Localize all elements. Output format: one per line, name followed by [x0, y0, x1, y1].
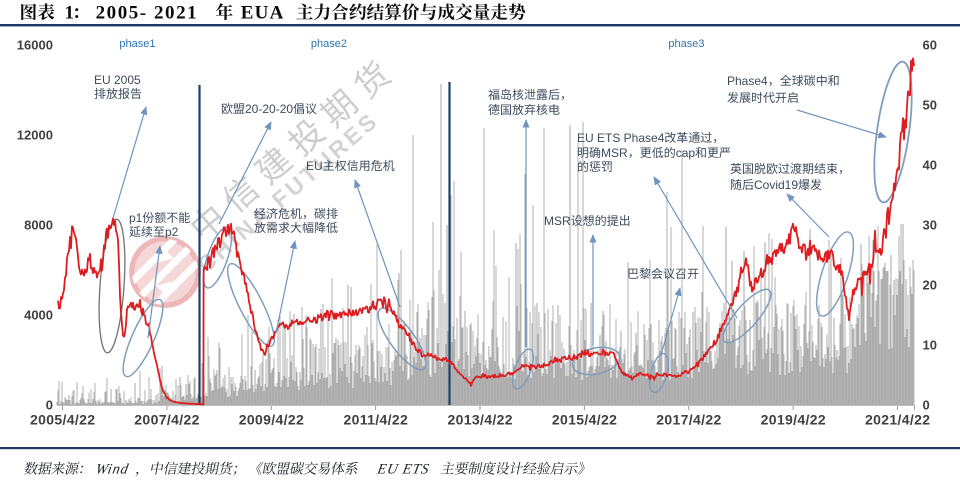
svg-text:2009/4/22: 2009/4/22 — [239, 412, 304, 428]
svg-text:1: 1 — [65, 3, 75, 24]
svg-text:30: 30 — [923, 218, 937, 233]
svg-text:4000: 4000 — [24, 308, 53, 323]
svg-text:60: 60 — [923, 38, 937, 53]
svg-text:phase2: phase2 — [311, 38, 347, 50]
svg-text:0: 0 — [46, 398, 53, 413]
svg-text:MSR: MSR — [544, 214, 571, 228]
svg-text:EU ETS: EU ETS — [375, 462, 431, 478]
svg-text:2005/4/22: 2005/4/22 — [30, 412, 95, 428]
svg-text:MSR: MSR — [601, 146, 628, 160]
svg-text:2011/4/22: 2011/4/22 — [344, 412, 409, 428]
svg-text:Wind: Wind — [94, 462, 130, 478]
svg-text:2019/4/22: 2019/4/22 — [761, 412, 826, 428]
svg-text:Covid19: Covid19 — [754, 178, 798, 192]
svg-text:p1: p1 — [129, 211, 143, 225]
svg-text:EUA: EUA — [241, 3, 285, 24]
svg-text:EU: EU — [306, 159, 323, 173]
svg-text:p2: p2 — [165, 225, 179, 239]
svg-text:2013/4/22: 2013/4/22 — [448, 412, 513, 428]
svg-text:2021/4/22: 2021/4/22 — [865, 412, 930, 428]
svg-text:2017/4/22: 2017/4/22 — [656, 412, 721, 428]
svg-text:20-20-20: 20-20-20 — [245, 102, 293, 116]
svg-text:EU 2005: EU 2005 — [94, 73, 141, 87]
svg-text:phase1: phase1 — [119, 38, 155, 50]
svg-text:cap: cap — [676, 146, 696, 160]
svg-text:10: 10 — [923, 338, 937, 353]
svg-text:EU ETS Phase4: EU ETS Phase4 — [577, 131, 665, 145]
svg-text:2015/4/22: 2015/4/22 — [552, 412, 617, 428]
svg-text:20: 20 — [923, 278, 937, 293]
svg-text:16000: 16000 — [17, 38, 53, 53]
svg-text:2005- 2021: 2005- 2021 — [96, 3, 199, 24]
svg-text:12000: 12000 — [17, 128, 53, 143]
svg-text:40: 40 — [923, 158, 937, 173]
svg-text:2007/4/22: 2007/4/22 — [134, 412, 199, 428]
svg-text:Phase4: Phase4 — [727, 74, 768, 88]
svg-text:50: 50 — [923, 98, 937, 113]
svg-text:8000: 8000 — [24, 218, 53, 233]
svg-text:phase3: phase3 — [668, 38, 704, 50]
svg-text:0: 0 — [923, 398, 930, 413]
